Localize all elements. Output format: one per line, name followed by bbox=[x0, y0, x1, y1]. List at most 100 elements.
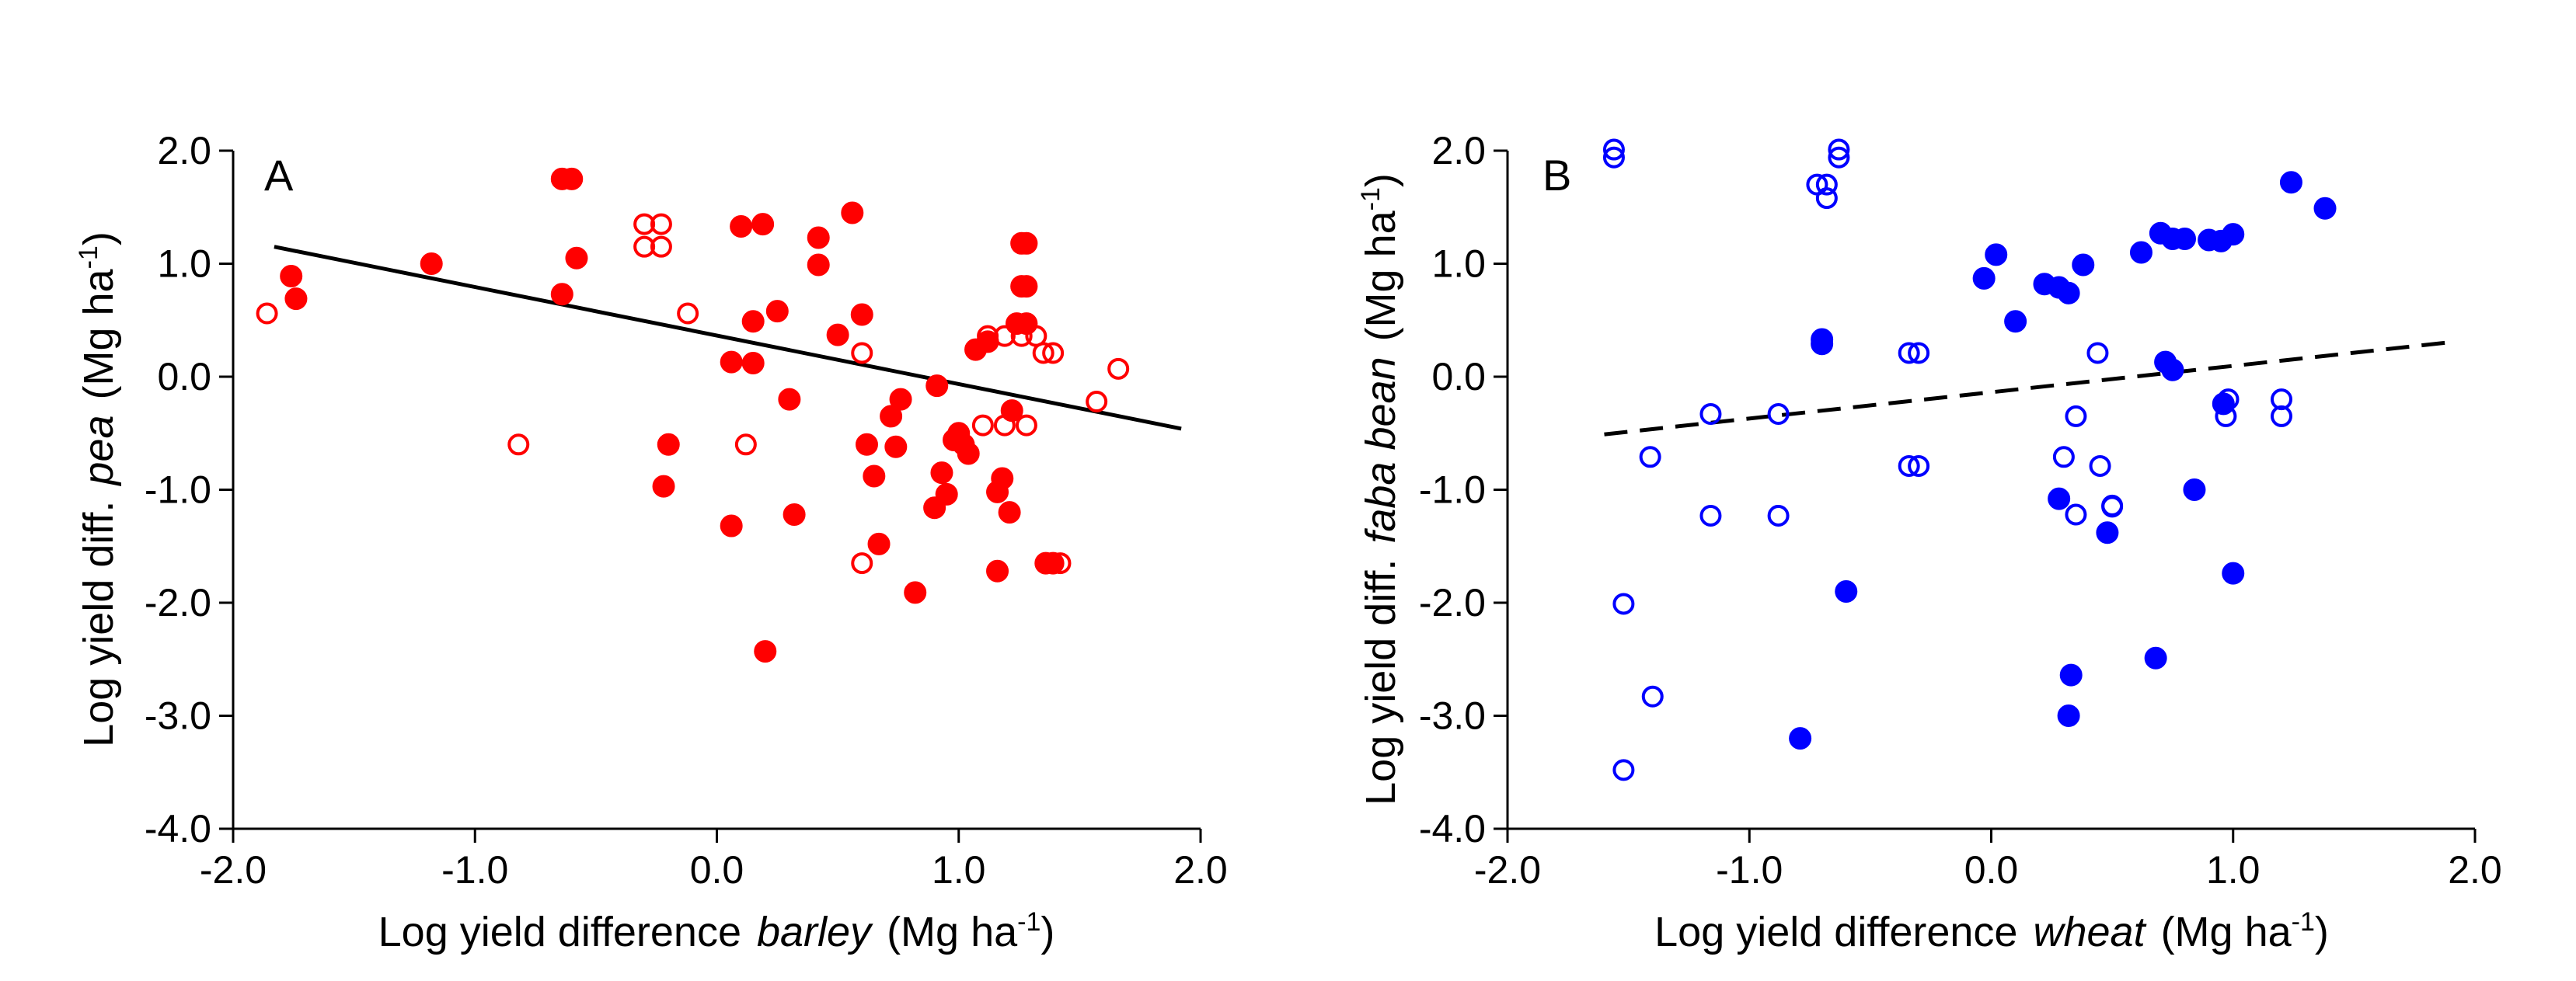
panel-a-open-point bbox=[851, 342, 873, 364]
panel-a-filled-point bbox=[935, 482, 958, 506]
panel-a-filled-point bbox=[751, 213, 775, 236]
panel-b-open-point bbox=[1612, 759, 1635, 781]
panel-b-y-tick-label: 0.0 bbox=[1431, 355, 1486, 398]
panel-a-filled-point bbox=[778, 388, 801, 411]
panel-a-x-title-unit: (Mg ha bbox=[887, 909, 1018, 955]
panel-a-filled-point bbox=[826, 323, 849, 346]
panel-b-open-point bbox=[1699, 403, 1722, 426]
panel-a-y-tick-label: -2.0 bbox=[145, 581, 211, 624]
panel-a-x-axis-title: Log yield difference barley (Mg ha-1) bbox=[378, 907, 1055, 955]
panel-a-filled-point bbox=[855, 433, 878, 456]
panel-b-open-point bbox=[1699, 504, 1722, 527]
panel-b-y-title-crop: faba bean bbox=[1358, 357, 1404, 543]
panel-b-x-tick-label: -2.0 bbox=[1474, 848, 1541, 892]
panel-b-x-title-unit: (Mg ha bbox=[2161, 909, 2292, 955]
panel-b-filled-point bbox=[2057, 704, 2080, 727]
panel-b-filled-point bbox=[2222, 562, 2245, 585]
panel-b-y-tick-label: -4.0 bbox=[1419, 807, 1486, 851]
panel-b-x-tick-label: 1.0 bbox=[2206, 848, 2261, 892]
panel-a-filled-point bbox=[720, 514, 743, 537]
panel-b-open-point bbox=[1767, 504, 1790, 527]
panel-b-filled-point bbox=[2222, 223, 2245, 246]
panel-a-y-title-unit: (Mg ha bbox=[75, 268, 122, 399]
panel-b-open-point bbox=[2052, 446, 2075, 468]
panel-a-open-point bbox=[1010, 325, 1033, 347]
panel-a-open-point bbox=[993, 325, 1016, 347]
panel-a-y-tick-label: -4.0 bbox=[145, 807, 211, 851]
panel-a-open-point bbox=[650, 213, 672, 235]
panel-b-filled-point bbox=[2057, 281, 2080, 304]
panel-a-x-tick-label: -1.0 bbox=[441, 848, 508, 892]
panel-b-y-title-unit-sup: -1 bbox=[1356, 187, 1386, 210]
panel-b-filled-point bbox=[1985, 243, 2008, 266]
panel-b-open-point bbox=[1612, 593, 1635, 615]
panel-b-filled-point bbox=[2173, 227, 2196, 250]
panel-b-trend-line bbox=[1604, 339, 2456, 437]
panel-b-open-point bbox=[2065, 503, 2087, 526]
panel-b-filled-point bbox=[1811, 332, 1834, 356]
panel-a-open-point bbox=[507, 433, 530, 456]
panel-a-open-point bbox=[1107, 357, 1130, 380]
panel-a-filled-point bbox=[741, 352, 765, 375]
panel-b-open-point bbox=[2089, 454, 2111, 477]
panel-b-filled-point bbox=[2144, 646, 2167, 670]
panel-a-filled-point bbox=[652, 475, 675, 498]
panel-b-filled-point bbox=[2072, 253, 2095, 277]
panel-a-y-title-unit-sup: -1 bbox=[74, 245, 103, 269]
panel-b-open-point bbox=[1639, 446, 1661, 468]
panel-a-y-axis-title: Log yield diff. pea (Mg ha-1) bbox=[74, 231, 122, 747]
panel-b-open-point bbox=[1898, 454, 1920, 477]
panel-a-open-point bbox=[1015, 414, 1037, 437]
panel-a-x-tick-label: 2.0 bbox=[1173, 848, 1228, 892]
panel-b-open-point bbox=[1898, 342, 1920, 364]
panel-a-filled-point bbox=[280, 265, 303, 288]
panel-a-filled-point bbox=[657, 433, 680, 456]
panel-a-filled-point bbox=[765, 300, 789, 323]
panel-b-filled-point bbox=[1972, 266, 1996, 290]
panel-a-filled-point bbox=[284, 287, 308, 311]
panel-b-open-point bbox=[1602, 138, 1625, 161]
panel-a-filled-point bbox=[998, 501, 1021, 524]
panel-b-open-point bbox=[1828, 146, 1850, 169]
panel-b-open-point bbox=[1641, 685, 1664, 708]
panel-b-x-title-unit-close: ) bbox=[2315, 909, 2329, 955]
panel-b-y-axis-title: Log yield diff. faba bean (Mg ha-1) bbox=[1356, 173, 1404, 805]
panel-a-filled-point bbox=[720, 350, 743, 374]
panel-b-open-point bbox=[1908, 342, 1930, 364]
panel-b-filled-point bbox=[1835, 579, 1858, 603]
panel-a-filled-point bbox=[925, 374, 949, 398]
panel-b-y-tick-label: -1.0 bbox=[1419, 468, 1486, 512]
panel-b-x-title-unit-sup: -1 bbox=[2292, 907, 2315, 937]
panel-b-open-point bbox=[2086, 342, 2109, 364]
panel-a-filled-point bbox=[880, 405, 903, 428]
panel-b-open-point bbox=[1815, 173, 1838, 196]
panel-a-open-point bbox=[734, 433, 757, 456]
panel-b-y-tick-label: 1.0 bbox=[1431, 242, 1486, 286]
panel-b-filled-point bbox=[2059, 663, 2083, 687]
panel-a-points bbox=[256, 167, 1130, 663]
panel-b-filled-point bbox=[2048, 487, 2071, 510]
panel-b-x-title-crop: wheat bbox=[2033, 909, 2146, 955]
panel-b-open-point bbox=[1828, 138, 1850, 161]
panel-b-filled-point bbox=[2129, 241, 2152, 264]
panel-b-open-point bbox=[1908, 454, 1930, 477]
panel-a-filled-point bbox=[783, 503, 806, 527]
panel-a-open-point bbox=[256, 302, 278, 325]
panel-a-x-tick-label: 1.0 bbox=[932, 848, 986, 892]
panel-a-filled-point bbox=[1015, 231, 1038, 255]
panel-a-open-point bbox=[977, 325, 999, 347]
panel-a-filled-point bbox=[1015, 275, 1038, 298]
panel-b-open-point bbox=[2271, 388, 2292, 411]
panel-a-open-point bbox=[971, 414, 994, 437]
panel-b-filled-point bbox=[2279, 171, 2302, 194]
panel-a-y-title-crop: pea bbox=[75, 415, 122, 486]
panel-a-x-ticks: -2.0 -1.0 0.0 1.0 2.0 bbox=[200, 829, 1228, 892]
panel-a-filled-point bbox=[807, 226, 830, 249]
panel-a-filled-point bbox=[807, 253, 830, 277]
panel-a-x-title-unit-close: ) bbox=[1041, 909, 1054, 955]
panel-a-filled-point bbox=[565, 246, 588, 270]
panel-b-y-title-unit-close: ) bbox=[1358, 173, 1404, 187]
panel-a-open-point bbox=[633, 235, 656, 258]
panel-b-filled-point bbox=[2096, 521, 2119, 544]
